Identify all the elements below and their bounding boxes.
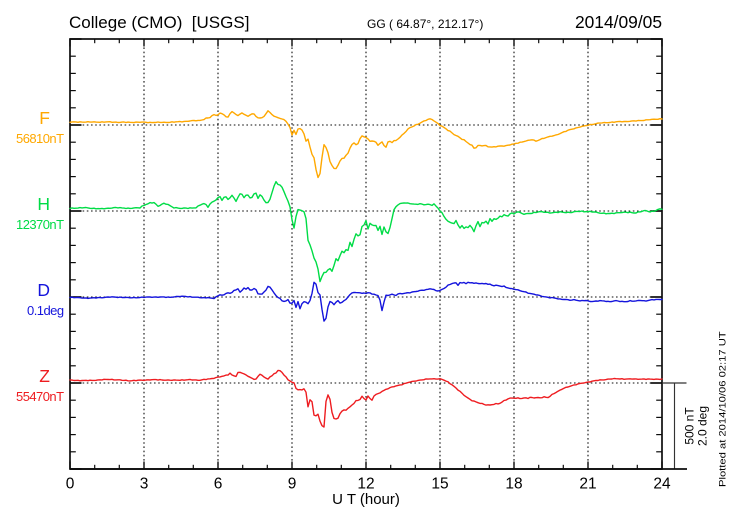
svg-text:2.0 deg: 2.0 deg [696, 406, 710, 446]
svg-text:D: D [37, 280, 50, 300]
svg-text:6: 6 [214, 476, 223, 493]
svg-text:55470nT: 55470nT [16, 389, 64, 404]
svg-text:0.1deg: 0.1deg [27, 303, 64, 318]
svg-text:Plotted at 2014/10/06 02:17 UT: Plotted at 2014/10/06 02:17 UT [718, 331, 728, 487]
svg-text:0: 0 [66, 476, 75, 493]
svg-text:GG ( 64.87°, 212.17°): GG ( 64.87°, 212.17°) [367, 17, 483, 31]
svg-text:9: 9 [288, 476, 297, 493]
svg-text:Z: Z [39, 366, 50, 386]
svg-text:College (CMO) [USGS]: College (CMO) [USGS] [69, 13, 249, 32]
svg-text:2014/09/05: 2014/09/05 [575, 12, 662, 32]
svg-text:12: 12 [357, 476, 374, 493]
svg-text:3: 3 [140, 476, 149, 493]
svg-text:15: 15 [431, 476, 448, 493]
svg-text:H: H [37, 194, 50, 214]
svg-text:24: 24 [653, 476, 671, 493]
svg-text:F: F [39, 108, 50, 128]
svg-text:12370nT: 12370nT [16, 217, 64, 232]
svg-text:56810nT: 56810nT [16, 131, 64, 146]
svg-text:18: 18 [505, 476, 522, 493]
svg-text:21: 21 [579, 476, 596, 493]
svg-text:500 nT: 500 nT [683, 407, 697, 445]
svg-text:U T (hour): U T (hour) [332, 491, 400, 508]
